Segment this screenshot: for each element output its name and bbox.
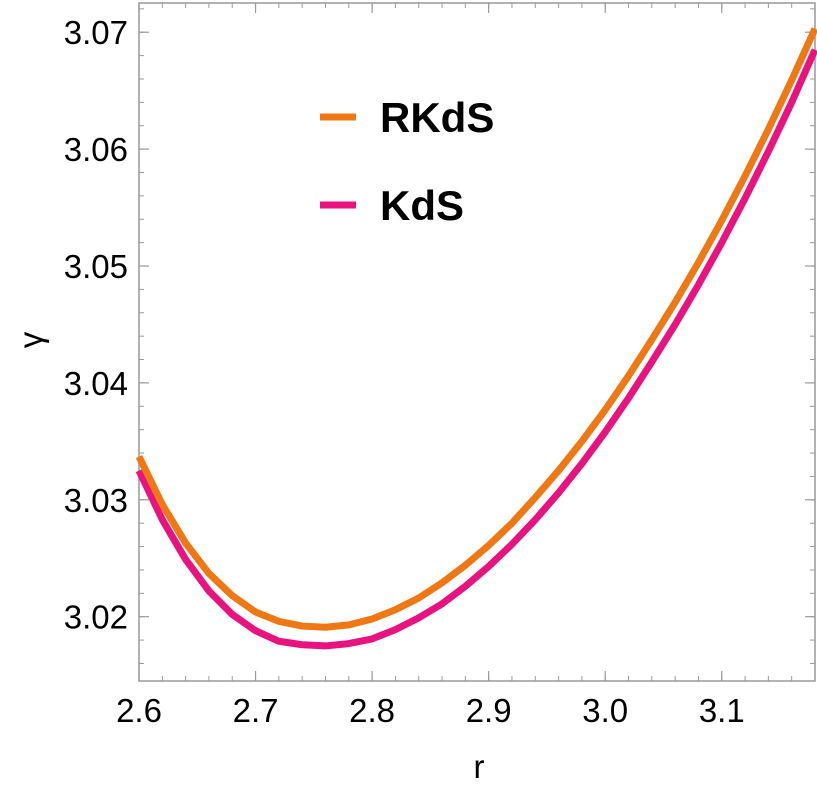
x-tick-label: 2.9	[466, 692, 512, 729]
series-line-kds	[135, 48, 817, 650]
y-axis-label: γ	[12, 331, 49, 348]
plot-frame	[138, 2, 816, 682]
y-tick-label: 3.06	[64, 131, 128, 168]
y-tick-label: 3.02	[64, 599, 128, 636]
series-layer	[135, 27, 817, 650]
y-tick-label: 3.07	[64, 14, 128, 51]
x-tick-label: 3.0	[582, 692, 628, 729]
legend-label-kds: KdS	[380, 182, 464, 229]
legend: RKdS KdS	[320, 94, 494, 229]
x-tick-label: 2.8	[349, 692, 395, 729]
x-axis-label: r	[474, 748, 485, 784]
y-tick-label: 3.03	[64, 482, 128, 519]
legend-label-rkds: RKdS	[380, 94, 494, 141]
x-tick-label: 3.1	[699, 692, 745, 729]
x-tick-label: 2.7	[233, 692, 279, 729]
x-tick-label: 2.6	[116, 692, 162, 729]
y-tick-label: 3.05	[64, 248, 128, 285]
ticks-layer: 2.6 2.7 2.8 2.9 3.0 3.1 3.02 3.03 3.04 3.05 3.06 3.…	[64, 3, 816, 729]
y-tick-label: 3.04	[64, 365, 128, 402]
series-line-rkds	[135, 27, 817, 631]
